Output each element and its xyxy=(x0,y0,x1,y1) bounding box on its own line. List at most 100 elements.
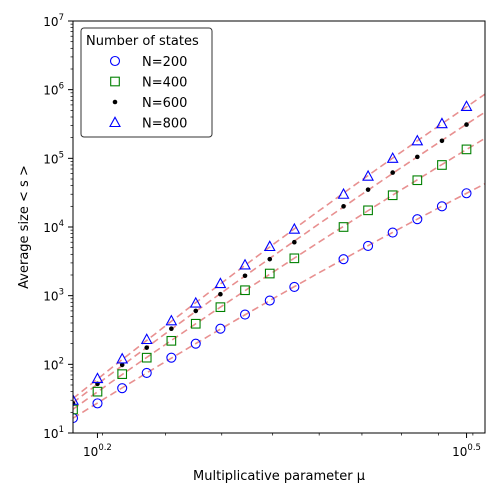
data-point-n200 xyxy=(215,323,226,334)
legend-marker xyxy=(110,76,120,87)
data-point-n200 xyxy=(141,367,152,378)
legend-label: N=200 xyxy=(142,55,187,70)
data-point-n400 xyxy=(117,369,128,379)
data-point-n400 xyxy=(190,318,201,329)
data-point-n800 xyxy=(73,393,79,405)
legend: Number of states N=200 N=400 N=600 N=800 xyxy=(80,27,213,138)
data-point-n400 xyxy=(73,404,78,415)
data-point-n800 xyxy=(486,84,496,93)
data-point-n800 xyxy=(189,296,202,308)
legend-marker xyxy=(109,55,121,67)
legend-item: N=200 xyxy=(109,55,187,70)
data-point-n400 xyxy=(92,386,103,397)
data-point-n200 xyxy=(363,240,374,251)
axis-ticks: 101 102 103 104 105 106 107 100.2 100.5 xyxy=(43,13,481,459)
data-point-n200 xyxy=(338,254,349,265)
data-point-n400 xyxy=(166,335,177,346)
data-point-n800 xyxy=(263,240,276,252)
fit-line-n600 xyxy=(73,111,485,404)
data-point-n600 xyxy=(464,122,469,127)
legend-marker xyxy=(109,116,121,128)
data-point-n200 xyxy=(412,214,423,225)
legend-box xyxy=(80,27,213,138)
data-point-n600 xyxy=(119,362,125,368)
data-point-n400 xyxy=(240,285,250,296)
legend-marker xyxy=(112,99,118,105)
data-point-n800 xyxy=(239,258,251,270)
fit-line-n400 xyxy=(73,137,485,410)
legend-item: N=600 xyxy=(112,96,187,111)
data-point-n600 xyxy=(144,345,150,350)
legend-label: N=400 xyxy=(142,76,187,91)
legend-title: Number of states xyxy=(86,34,199,49)
data-point-n400 xyxy=(141,352,152,363)
data-point-n200 xyxy=(264,295,275,306)
data-point-n200 xyxy=(117,383,128,394)
data-point-n800 xyxy=(436,117,448,129)
data-point-n200 xyxy=(239,309,251,320)
y-tick-label: 103 xyxy=(43,288,64,304)
fit-lines xyxy=(73,93,485,419)
data-point-n200 xyxy=(92,398,103,409)
data-point-n800 xyxy=(165,314,178,326)
data-point-n800 xyxy=(362,169,374,181)
data-point-n600 xyxy=(267,256,273,262)
data-point-n200 xyxy=(387,227,398,238)
data-point-n600 xyxy=(365,187,371,192)
legend-items: N=200 N=400 N=600 N=800 xyxy=(109,55,187,132)
data-point-n200 xyxy=(436,201,447,212)
data-point-n200 xyxy=(166,352,177,363)
data-point-n400 xyxy=(437,160,447,170)
data-point-n600 xyxy=(242,273,248,279)
data-point-n400 xyxy=(215,302,226,313)
y-tick-label: 106 xyxy=(43,82,64,98)
x-axis-label: Multiplicative parameter μ xyxy=(193,469,365,484)
y-axis-label: Average size < s > xyxy=(17,165,32,289)
data-point-n200 xyxy=(190,338,201,349)
data-point-n600 xyxy=(193,308,199,314)
data-point-n400 xyxy=(461,144,472,155)
data-point-n200 xyxy=(289,281,300,292)
data-point-n800 xyxy=(214,277,227,289)
data-markers xyxy=(73,84,496,424)
data-point-n800 xyxy=(91,372,104,384)
data-point-n800 xyxy=(337,187,350,199)
data-point-n800 xyxy=(140,333,153,345)
data-point-n600 xyxy=(489,106,494,111)
data-point-n400 xyxy=(289,253,300,264)
y-tick-label: 101 xyxy=(43,425,64,441)
data-point-n600 xyxy=(218,291,223,297)
data-point-n600 xyxy=(439,138,445,144)
y-tick-label: 105 xyxy=(43,150,64,166)
legend-item: N=400 xyxy=(110,76,187,91)
y-tick-label: 104 xyxy=(43,219,64,235)
legend-item: N=800 xyxy=(109,116,187,132)
data-point-n200 xyxy=(487,176,496,185)
legend-label: N=600 xyxy=(142,96,187,111)
data-point-n800 xyxy=(116,352,129,364)
y-tick-label: 102 xyxy=(43,356,64,372)
data-point-n600 xyxy=(390,170,395,175)
data-point-n400 xyxy=(412,175,423,186)
data-point-n800 xyxy=(386,151,399,163)
data-point-n400 xyxy=(387,190,398,201)
data-point-n600 xyxy=(341,204,346,209)
y-tick-label: 107 xyxy=(43,13,64,29)
data-point-n600 xyxy=(169,326,174,332)
x-tick-label: 100.2 xyxy=(83,443,112,459)
data-point-n800 xyxy=(411,134,424,146)
legend-label: N=800 xyxy=(142,117,187,132)
data-point-n800 xyxy=(288,222,301,234)
x-tick-label: 100.5 xyxy=(452,443,481,459)
data-point-n800 xyxy=(460,100,473,111)
data-point-n400 xyxy=(264,268,275,279)
data-point-n600 xyxy=(292,239,297,245)
fit-line-n200 xyxy=(73,182,485,419)
data-point-n600 xyxy=(415,154,420,160)
data-point-n400 xyxy=(338,222,349,232)
data-point-n400 xyxy=(487,130,496,139)
data-point-n400 xyxy=(363,205,373,216)
fit-line-n800 xyxy=(73,93,485,400)
data-point-n200 xyxy=(461,188,472,199)
